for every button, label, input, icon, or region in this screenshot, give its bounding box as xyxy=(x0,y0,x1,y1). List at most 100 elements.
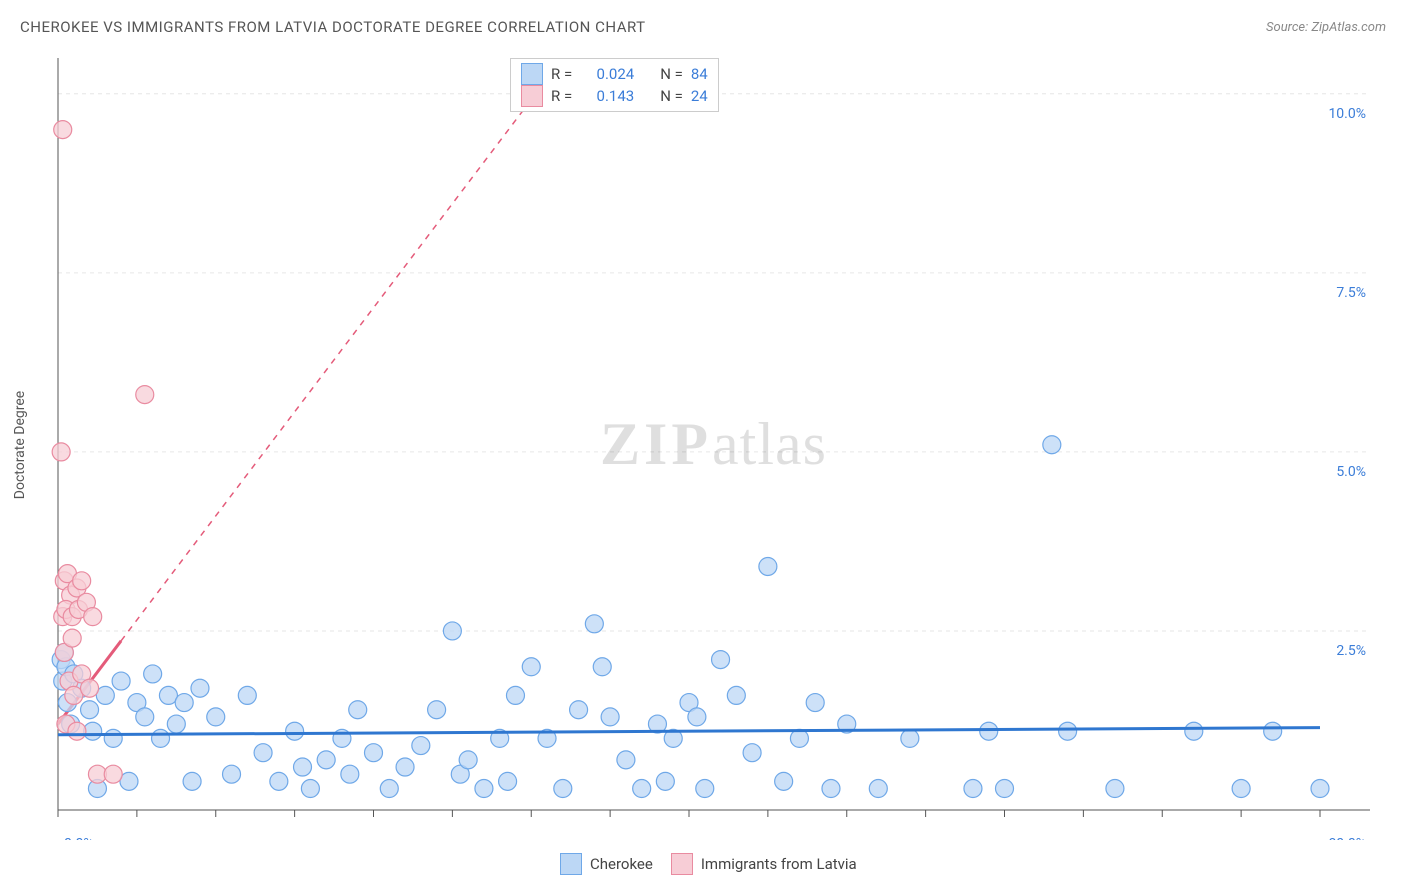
data-point-cherokee xyxy=(286,722,304,740)
data-point-cherokee xyxy=(412,737,430,755)
data-point-cherokee xyxy=(743,744,761,762)
data-point-cherokee xyxy=(183,772,201,790)
data-point-cherokee xyxy=(696,780,714,798)
legend-R-value-cherokee: 0.024 xyxy=(580,65,634,83)
data-point-cherokee xyxy=(175,694,193,712)
data-point-cherokee xyxy=(996,780,1014,798)
data-point-cherokee xyxy=(712,651,730,669)
data-point-cherokee xyxy=(806,694,824,712)
data-point-cherokee xyxy=(341,765,359,783)
data-point-cherokee xyxy=(775,772,793,790)
data-point-cherokee xyxy=(317,751,335,769)
data-point-cherokee xyxy=(1232,780,1250,798)
y-tick-label: 10.0% xyxy=(1328,106,1366,122)
data-point-cherokee xyxy=(396,758,414,776)
data-point-latvia xyxy=(54,121,72,139)
data-point-latvia xyxy=(81,679,99,697)
data-point-cherokee xyxy=(1106,780,1124,798)
data-point-cherokee xyxy=(601,708,619,726)
data-point-cherokee xyxy=(1059,722,1077,740)
data-point-cherokee xyxy=(104,729,122,747)
legend-R-label: R = xyxy=(551,87,572,105)
data-point-cherokee xyxy=(822,780,840,798)
data-point-cherokee xyxy=(901,729,919,747)
data-point-cherokee xyxy=(301,780,319,798)
data-point-cherokee xyxy=(223,765,241,783)
chart-area: Doctorate Degree 2.5%5.0%7.5%10.0%0.0%80… xyxy=(50,50,1370,840)
data-point-cherokee xyxy=(499,772,517,790)
legend-series-label-latvia: Immigrants from Latvia xyxy=(701,855,857,873)
source-prefix: Source: xyxy=(1266,20,1311,35)
legend-N-label: N = xyxy=(660,65,683,83)
data-point-cherokee xyxy=(570,701,588,719)
watermark: ZIPatlas xyxy=(600,410,827,479)
y-tick-label: 7.5% xyxy=(1336,285,1366,301)
legend-series: Cherokee Immigrants from Latvia xyxy=(560,853,857,875)
watermark-bold: ZIP xyxy=(600,411,712,477)
data-point-cherokee xyxy=(593,658,611,676)
data-point-cherokee xyxy=(1185,722,1203,740)
data-point-cherokee xyxy=(1311,780,1329,798)
data-point-cherokee xyxy=(443,622,461,640)
legend-series-cherokee: Cherokee xyxy=(560,853,653,875)
data-point-cherokee xyxy=(191,679,209,697)
data-point-cherokee xyxy=(238,686,256,704)
data-point-cherokee xyxy=(585,615,603,633)
trend-line-cherokee xyxy=(58,728,1320,735)
data-point-cherokee xyxy=(428,701,446,719)
data-point-latvia xyxy=(68,722,86,740)
legend-swatch-latvia xyxy=(521,85,543,107)
data-point-latvia xyxy=(84,608,102,626)
data-point-cherokee xyxy=(294,758,312,776)
data-point-cherokee xyxy=(349,701,367,719)
data-point-cherokee xyxy=(554,780,572,798)
data-point-latvia xyxy=(52,443,70,461)
legend-N-value-latvia: 24 xyxy=(691,87,708,105)
legend-swatch-cherokee xyxy=(521,63,543,85)
data-point-cherokee xyxy=(759,557,777,575)
data-point-cherokee xyxy=(633,780,651,798)
legend-row-cherokee: R = 0.024 N = 84 xyxy=(521,63,708,85)
data-point-cherokee xyxy=(81,701,99,719)
data-point-cherokee xyxy=(270,772,288,790)
data-point-cherokee xyxy=(522,658,540,676)
y-axis-label: Doctorate Degree xyxy=(12,391,28,499)
data-point-cherokee xyxy=(506,686,524,704)
data-point-cherokee xyxy=(144,665,162,683)
data-point-cherokee xyxy=(365,744,383,762)
data-point-latvia xyxy=(136,386,154,404)
data-point-latvia xyxy=(63,629,81,647)
data-point-cherokee xyxy=(869,780,887,798)
legend-series-latvia: Immigrants from Latvia xyxy=(671,853,857,875)
data-point-cherokee xyxy=(727,686,745,704)
data-point-cherokee xyxy=(656,772,674,790)
data-point-cherokee xyxy=(152,729,170,747)
x-tick-label-min: 0.0% xyxy=(64,836,94,840)
data-point-cherokee xyxy=(459,751,477,769)
y-tick-label: 2.5% xyxy=(1336,643,1366,659)
legend-correlation-box: R =0.024N =84R =0.143N =24 xyxy=(510,58,719,112)
legend-R-value-latvia: 0.143 xyxy=(580,87,634,105)
data-point-cherokee xyxy=(688,708,706,726)
data-point-cherokee xyxy=(167,715,185,733)
data-point-cherokee xyxy=(136,708,154,726)
legend-series-label-cherokee: Cherokee xyxy=(590,855,653,873)
data-point-latvia xyxy=(73,572,91,590)
data-point-cherokee xyxy=(380,780,398,798)
chart-title: CHEROKEE VS IMMIGRANTS FROM LATVIA DOCTO… xyxy=(20,18,646,36)
y-tick-label: 5.0% xyxy=(1336,464,1366,480)
data-point-latvia xyxy=(104,765,122,783)
data-point-cherokee xyxy=(254,744,272,762)
legend-N-value-cherokee: 84 xyxy=(691,65,708,83)
data-point-cherokee xyxy=(617,751,635,769)
legend-R-label: R = xyxy=(551,65,572,83)
trend-line-latvia-dashed xyxy=(121,58,563,641)
data-point-cherokee xyxy=(964,780,982,798)
source-name: ZipAtlas.com xyxy=(1311,20,1386,35)
legend-series-swatch-cherokee xyxy=(560,853,582,875)
legend-row-latvia: R =0.143N =24 xyxy=(521,85,708,107)
data-point-cherokee xyxy=(1043,436,1061,454)
legend-series-swatch-latvia xyxy=(671,853,693,875)
data-point-cherokee xyxy=(1264,722,1282,740)
watermark-light: atlas xyxy=(712,411,827,477)
